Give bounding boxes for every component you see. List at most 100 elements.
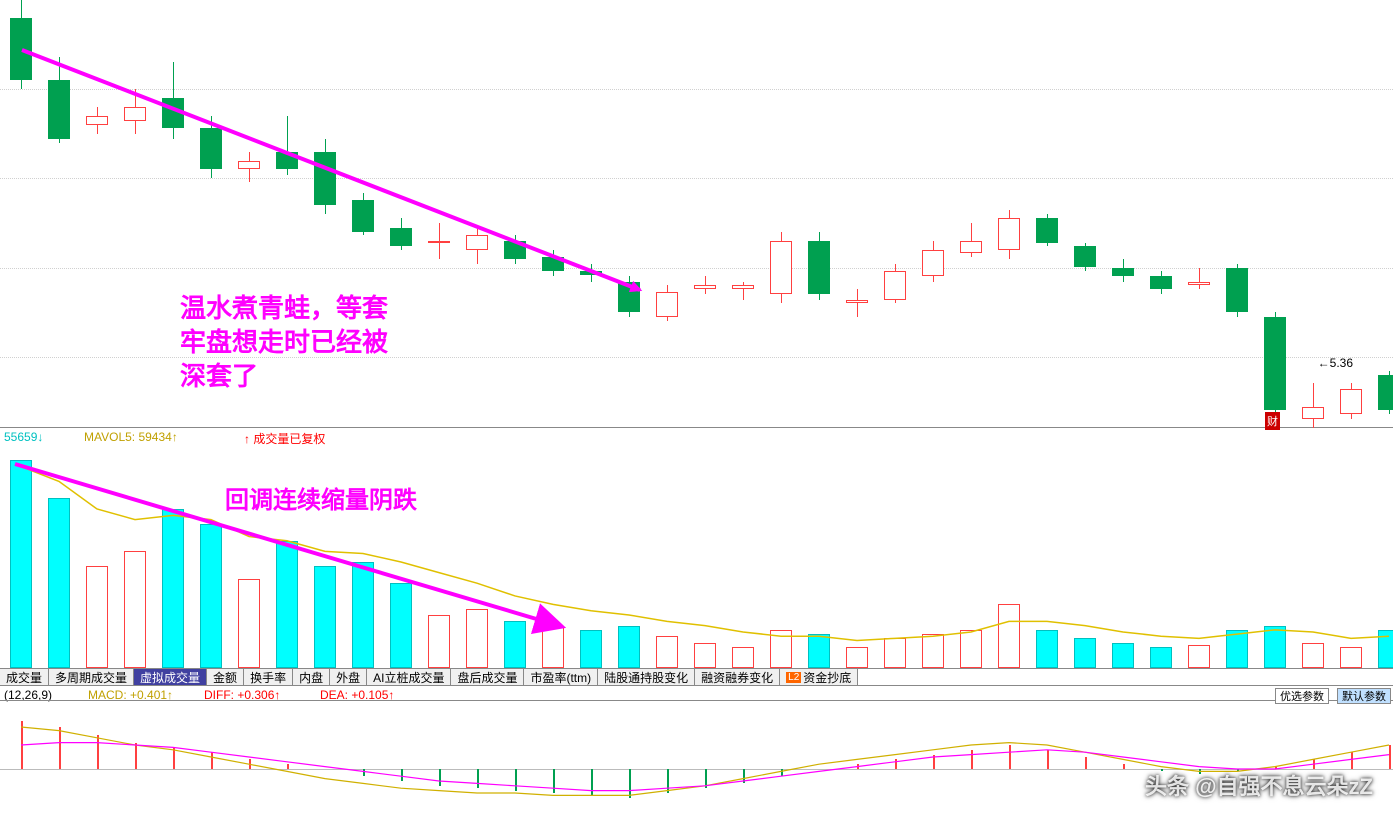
candle-body: [656, 292, 678, 317]
volume-bar: [1188, 645, 1210, 668]
volume-bar: [1150, 647, 1172, 668]
volume-bar: [162, 509, 184, 668]
macd-histogram-bar: [781, 769, 783, 776]
candle-body: [846, 300, 868, 304]
macd-histogram-bar: [895, 759, 897, 769]
macd-chart-panel[interactable]: [0, 700, 1393, 819]
candle-body: [1036, 218, 1058, 243]
price-annotation-line: 深套了: [180, 356, 258, 393]
volume-legend-item: MAVOL5: 59434↑: [84, 430, 178, 444]
indicator-tab[interactable]: 多周期成交量: [49, 669, 134, 685]
volume-bar: [86, 566, 108, 668]
macd-histogram-bar: [1389, 745, 1391, 769]
volume-bar: [48, 498, 70, 668]
candle-body: [808, 241, 830, 295]
candle-body: [960, 241, 982, 253]
macd-histogram-bar: [477, 769, 479, 788]
candle-body: [694, 285, 716, 289]
volume-bar: [1302, 643, 1324, 668]
candle-body: [1378, 375, 1393, 411]
volume-bar: [390, 583, 412, 668]
indicator-tab[interactable]: 内盘: [293, 669, 330, 685]
macd-histogram-bar: [515, 769, 517, 791]
indicator-tab[interactable]: 市盈率(ttm): [524, 669, 598, 685]
indicator-tabs: 成交量多周期成交量虚拟成交量金额换手率内盘外盘AI立桩成交量盘后成交量市盈率(t…: [0, 668, 1393, 686]
volume-bar: [314, 566, 336, 668]
indicator-tab[interactable]: L2资金抄底: [780, 669, 858, 685]
indicator-tab[interactable]: AI立桩成交量: [367, 669, 451, 685]
volume-bar: [542, 626, 564, 668]
macd-histogram-bar: [439, 769, 441, 786]
candle-body: [276, 152, 298, 170]
volume-bar: [1036, 630, 1058, 668]
macd-histogram-bar: [249, 759, 251, 769]
macd-histogram-bar: [1085, 757, 1087, 769]
macd-histogram-bar: [1123, 764, 1125, 769]
candle-body: [922, 250, 944, 277]
candle-body: [1302, 407, 1324, 419]
candle-body: [1150, 276, 1172, 288]
volume-bar: [694, 643, 716, 668]
volume-bar: [618, 626, 640, 668]
macd-histogram-bar: [743, 769, 745, 783]
candle-body: [1112, 268, 1134, 277]
volume-legend-row: 55659↓ MAVOL5: 59434↑ ↑ 成交量已复权: [0, 430, 1393, 446]
macd-histogram-bar: [135, 743, 137, 769]
candle-body: [1074, 246, 1096, 267]
macd-histogram-bar: [287, 764, 289, 769]
candle-body: [10, 18, 32, 80]
volume-bar: [276, 541, 298, 668]
macd-histogram-bar: [173, 747, 175, 769]
last-price-label: ←5.36: [1318, 356, 1353, 370]
indicator-tab[interactable]: 虚拟成交量: [134, 669, 207, 685]
candle-body: [390, 228, 412, 246]
candle-body: [162, 98, 184, 128]
candle-body: [466, 235, 488, 249]
macd-histogram-bar: [59, 727, 61, 769]
volume-bar: [352, 562, 374, 668]
volume-bar: [200, 524, 222, 668]
watermark-text: 头条 @自强不息云朵zZ: [1145, 769, 1373, 801]
param-button[interactable]: 优选参数: [1275, 688, 1329, 704]
volume-bar: [846, 647, 868, 668]
indicator-tab[interactable]: 盘后成交量: [451, 669, 524, 685]
volume-bar: [580, 630, 602, 668]
indicator-tab[interactable]: 金额: [207, 669, 244, 685]
candle-body: [770, 241, 792, 295]
candle-body: [1340, 389, 1362, 414]
indicator-tab[interactable]: 陆股通持股变化: [598, 669, 695, 685]
volume-bar: [884, 638, 906, 668]
indicator-tab[interactable]: 融资融券变化: [695, 669, 780, 685]
candle-body: [732, 285, 754, 289]
param-button[interactable]: 默认参数: [1337, 688, 1391, 704]
candle-body: [542, 257, 564, 271]
volume-bar: [770, 630, 792, 668]
macd-histogram-bar: [857, 764, 859, 769]
macd-histogram-bar: [971, 750, 973, 769]
candle-body: [580, 271, 602, 275]
macd-histogram-bar: [591, 769, 593, 795]
candle-body: [428, 241, 450, 243]
volume-legend-item: ↑ 成交量已复权: [244, 430, 325, 447]
macd-histogram-bar: [97, 735, 99, 769]
candle-body: [86, 116, 108, 125]
candle-wick: [1199, 268, 1200, 289]
macd-histogram-bar: [1009, 745, 1011, 769]
volume-bar: [998, 604, 1020, 668]
volume-bar: [960, 630, 982, 668]
candle-body: [998, 218, 1020, 250]
indicator-tab[interactable]: 换手率: [244, 669, 293, 685]
candle-body: [200, 128, 222, 169]
macd-histogram-bar: [1351, 752, 1353, 769]
volume-chart-panel[interactable]: 回调连续缩量阴跌: [0, 446, 1393, 668]
candle-body: [504, 241, 526, 259]
macd-histogram-bar: [629, 769, 631, 798]
volume-legend-item: 55659↓: [4, 430, 43, 444]
price-chart-panel[interactable]: ←5.36财 温水煮青蛙，等套牢盘想走时已经被深套了: [0, 0, 1393, 428]
volume-bar: [808, 634, 830, 668]
macd-histogram-bar: [933, 755, 935, 769]
indicator-tab[interactable]: 外盘: [330, 669, 367, 685]
volume-bar: [1074, 638, 1096, 668]
indicator-tab[interactable]: 成交量: [0, 669, 49, 685]
volume-bar: [656, 636, 678, 668]
